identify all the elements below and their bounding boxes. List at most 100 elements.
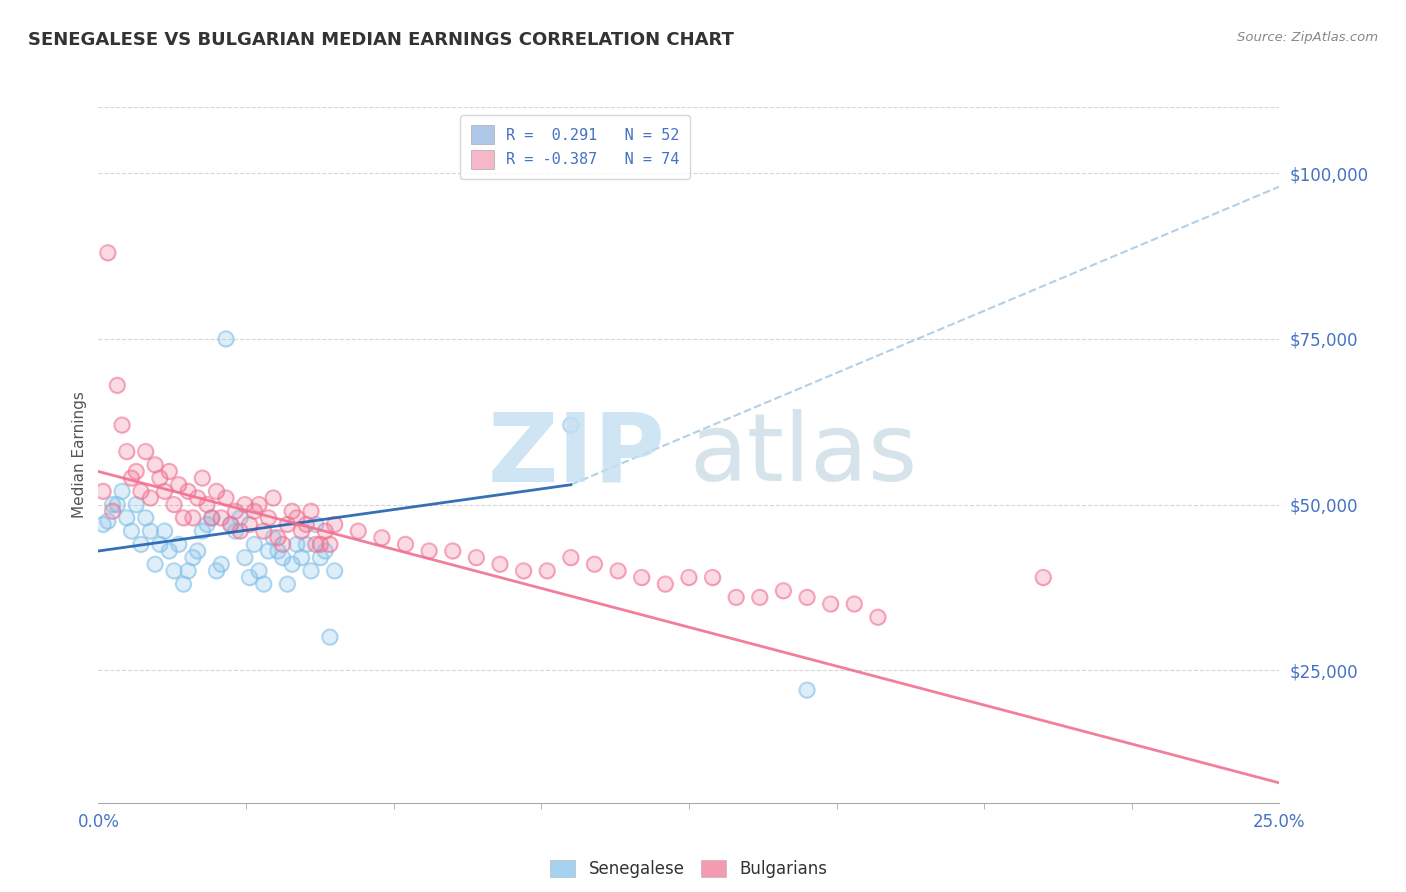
Point — [276, 577, 298, 591]
Point — [121, 524, 143, 538]
Point — [135, 444, 157, 458]
Point — [630, 570, 652, 584]
Point — [115, 444, 138, 458]
Point — [143, 558, 166, 572]
Y-axis label: Median Earnings: Median Earnings — [72, 392, 87, 518]
Legend: Senegalese, Bulgarians: Senegalese, Bulgarians — [544, 854, 834, 885]
Point — [215, 332, 238, 346]
Point — [820, 597, 842, 611]
Point — [323, 517, 346, 532]
Point — [465, 550, 488, 565]
Point — [149, 471, 172, 485]
Point — [347, 524, 370, 538]
Point — [121, 471, 143, 485]
Point — [239, 517, 262, 532]
Point — [290, 524, 312, 538]
Point — [748, 591, 770, 605]
Point — [607, 564, 630, 578]
Point — [844, 597, 866, 611]
Point — [177, 564, 200, 578]
Point — [157, 465, 180, 479]
Point — [290, 550, 312, 565]
Point — [299, 564, 322, 578]
Point — [309, 537, 332, 551]
Point — [97, 514, 120, 528]
Point — [91, 517, 114, 532]
Point — [257, 544, 280, 558]
Point — [309, 537, 332, 551]
Point — [167, 537, 190, 551]
Point — [702, 570, 724, 584]
Point — [233, 498, 256, 512]
Point — [209, 558, 232, 572]
Point — [702, 570, 724, 584]
Point — [135, 511, 157, 525]
Point — [262, 531, 284, 545]
Point — [115, 511, 138, 525]
Point — [323, 564, 346, 578]
Point — [105, 498, 128, 512]
Point — [201, 511, 224, 525]
Point — [111, 418, 134, 433]
Point — [253, 577, 276, 591]
Point — [247, 498, 270, 512]
Point — [105, 378, 128, 392]
Point — [262, 491, 284, 505]
Point — [229, 524, 252, 538]
Point — [285, 511, 308, 525]
Point — [153, 524, 176, 538]
Point — [271, 537, 294, 551]
Point — [163, 498, 186, 512]
Text: Source: ZipAtlas.com: Source: ZipAtlas.com — [1237, 31, 1378, 45]
Point — [243, 504, 266, 518]
Point — [201, 511, 224, 525]
Point — [295, 537, 318, 551]
Point — [394, 537, 416, 551]
Point — [323, 517, 346, 532]
Text: ZIP: ZIP — [488, 409, 665, 501]
Point — [195, 517, 218, 532]
Point — [224, 524, 246, 538]
Point — [285, 511, 308, 525]
Point — [654, 577, 676, 591]
Point — [465, 550, 488, 565]
Point — [271, 537, 294, 551]
Point — [205, 564, 228, 578]
Point — [305, 537, 328, 551]
Point — [247, 564, 270, 578]
Point — [267, 531, 290, 545]
Point — [630, 570, 652, 584]
Point — [319, 537, 342, 551]
Point — [163, 564, 186, 578]
Point — [143, 458, 166, 472]
Point — [371, 531, 394, 545]
Point — [1032, 570, 1054, 584]
Point — [441, 544, 464, 558]
Point — [111, 484, 134, 499]
Point — [243, 504, 266, 518]
Point — [314, 544, 336, 558]
Point — [224, 524, 246, 538]
Point — [1032, 570, 1054, 584]
Point — [97, 245, 120, 260]
Point — [394, 537, 416, 551]
Point — [172, 511, 194, 525]
Point — [243, 537, 266, 551]
Point — [149, 471, 172, 485]
Point — [281, 504, 304, 518]
Point — [796, 591, 818, 605]
Point — [101, 504, 124, 518]
Point — [181, 550, 204, 565]
Point — [129, 537, 152, 551]
Point — [97, 514, 120, 528]
Point — [239, 570, 262, 584]
Point — [560, 550, 582, 565]
Point — [314, 524, 336, 538]
Point — [187, 544, 209, 558]
Point — [253, 524, 276, 538]
Point — [560, 550, 582, 565]
Point — [111, 484, 134, 499]
Point — [654, 577, 676, 591]
Point — [678, 570, 700, 584]
Point — [560, 418, 582, 433]
